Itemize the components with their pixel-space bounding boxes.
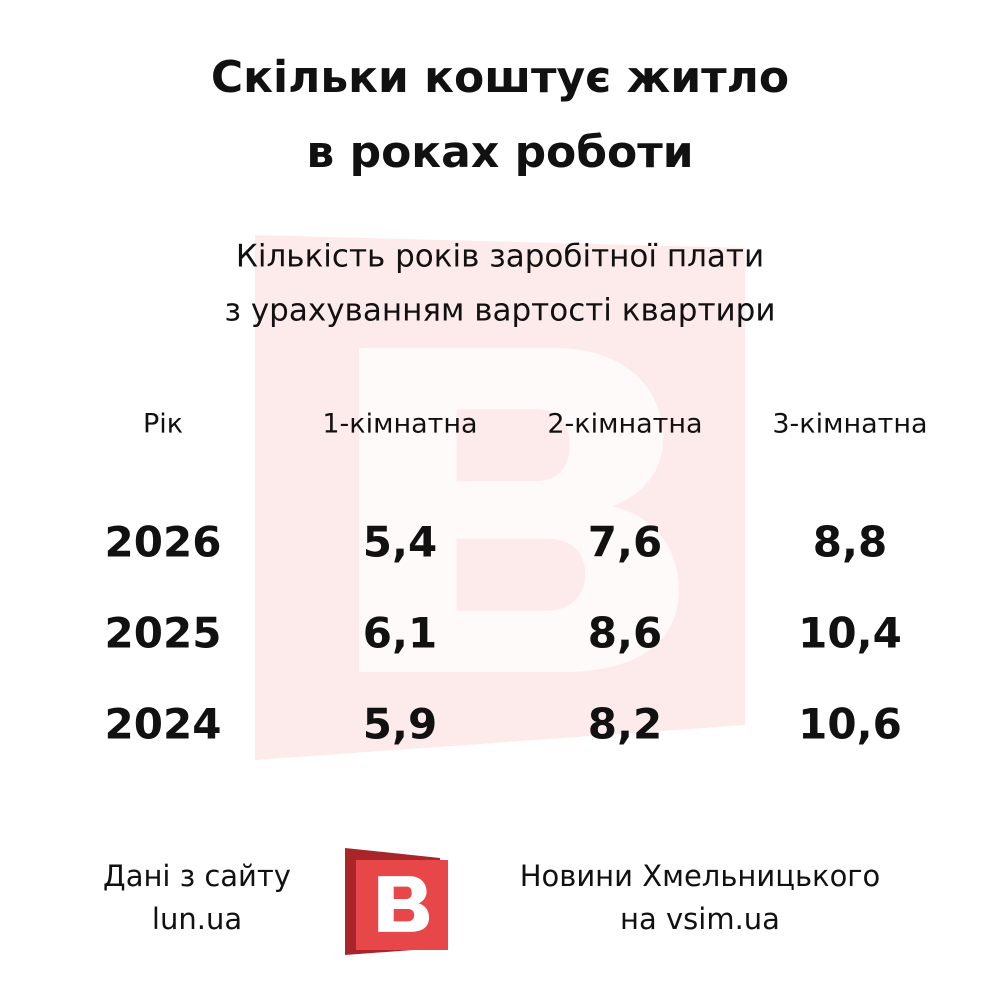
year-cell: 2026 — [105, 518, 222, 567]
value-cell: 10,4 — [798, 609, 902, 658]
year-cell: 2025 — [105, 609, 222, 658]
source-line: lun.ua — [152, 902, 242, 936]
value-cell: 10,6 — [798, 700, 902, 749]
subtitle-line: Кількість років заробітної плати — [236, 239, 764, 275]
value-cell: 8,8 — [813, 518, 887, 567]
watermark — [255, 235, 745, 760]
value-cell: 8,2 — [588, 700, 662, 749]
value-cell: 6,1 — [363, 609, 437, 658]
subtitle-line: з урахуванням вартості квартири — [225, 293, 776, 329]
year-cell: 2024 — [105, 700, 222, 749]
value-cell: 8,6 — [588, 609, 662, 658]
source-line: Дані з сайту — [103, 859, 291, 893]
column-header: 3-кімнатна — [772, 409, 927, 440]
value-cell: 5,9 — [363, 700, 437, 749]
column-header: 2-кімнатна — [547, 409, 702, 440]
brand-line: на vsim.ua — [620, 902, 780, 936]
value-cell: 5,4 — [363, 518, 437, 567]
title-line: в роках роботи — [306, 127, 693, 178]
logo — [345, 848, 448, 955]
title-line: Скільки коштує житло — [211, 52, 789, 103]
column-header: 1-кімнатна — [322, 409, 477, 440]
brand-line: Новини Хмельницького — [520, 859, 881, 893]
column-header: Рік — [143, 409, 183, 440]
value-cell: 7,6 — [588, 518, 662, 567]
